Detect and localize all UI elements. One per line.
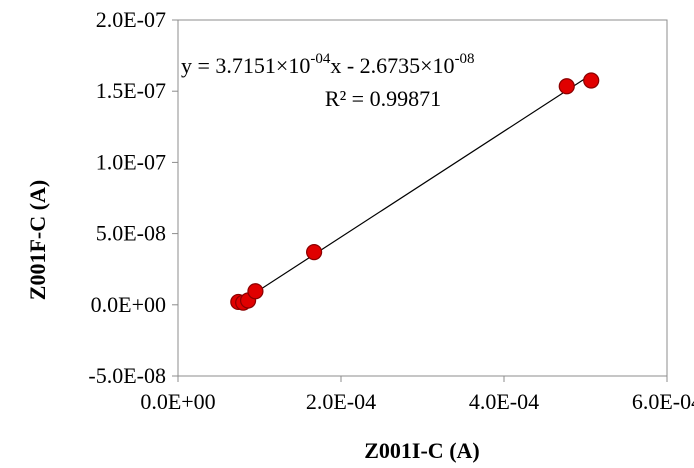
x-axis-ticks <box>178 376 667 382</box>
y-tick-label: 2.0E-07 <box>96 7 166 32</box>
data-point <box>584 73 599 88</box>
x-tick-label: 4.0E-04 <box>469 389 539 414</box>
equation-exponent-1: -04 <box>310 51 330 67</box>
x-axis-title: Z001I-C (A) <box>364 438 480 463</box>
y-axis-tick-labels: -5.0E-08 0.0E+00 5.0E-08 1.0E-07 1.5E-07 2.0E… <box>88 7 166 388</box>
r-squared-label: R² = 0.99871 <box>325 86 441 111</box>
data-point <box>559 79 574 94</box>
y-tick-label: 5.0E-08 <box>96 221 166 246</box>
y-tick-label: 1.5E-07 <box>96 78 166 103</box>
y-axis-title: Z001F-C (A) <box>25 180 50 300</box>
x-tick-label: 2.0E-04 <box>306 389 376 414</box>
x-tick-label: 0.0E+00 <box>140 389 215 414</box>
data-point <box>248 284 263 299</box>
data-point <box>307 245 322 260</box>
y-tick-label: 1.0E-07 <box>96 149 166 174</box>
x-tick-label: 6.0E-04 <box>632 389 694 414</box>
equation-middle: x - 2.6735×10 <box>330 53 454 78</box>
x-axis-tick-labels: 0.0E+00 2.0E-04 4.0E-04 6.0E-04 <box>140 389 694 414</box>
equation-exponent-2: -08 <box>455 51 475 67</box>
y-tick-label: -5.0E-08 <box>88 363 166 388</box>
equation-prefix: y = 3.7151×10 <box>181 53 310 78</box>
y-tick-label: 0.0E+00 <box>91 292 166 317</box>
y-axis-ticks <box>172 20 178 376</box>
